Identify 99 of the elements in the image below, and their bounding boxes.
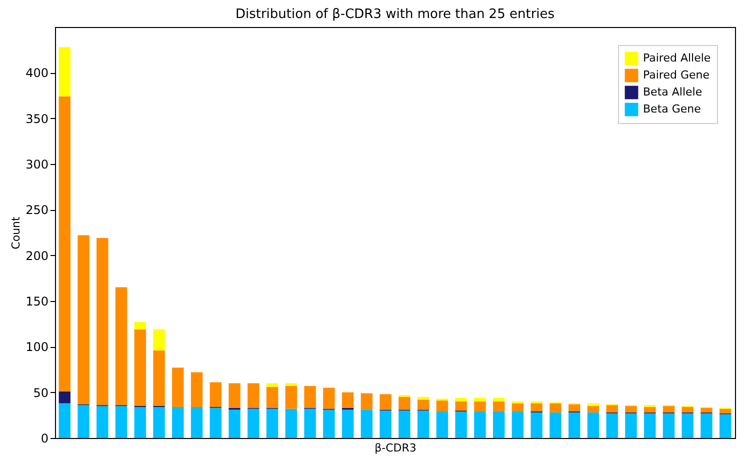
bar [512, 403, 524, 412]
y-tick-label: 50 [33, 386, 48, 400]
bar [248, 408, 260, 438]
bar [342, 392, 354, 408]
bar [606, 413, 618, 438]
bar [380, 410, 392, 438]
bar [210, 408, 222, 438]
bar [323, 388, 335, 409]
y-tick-label: 0 [40, 432, 48, 446]
bar [455, 398, 467, 402]
bar [662, 413, 675, 438]
bar [550, 403, 562, 412]
bar [417, 410, 430, 438]
bar [682, 406, 694, 412]
bar [720, 408, 732, 414]
y-tick-label: 150 [26, 294, 48, 308]
bar [304, 386, 316, 408]
bar [115, 287, 128, 406]
bar [625, 406, 637, 412]
bar [587, 406, 600, 412]
bar [285, 386, 298, 409]
bar [644, 406, 656, 412]
legend-label: Beta Allele [643, 86, 702, 98]
bar [78, 405, 90, 438]
bar [266, 408, 278, 438]
bar [153, 406, 165, 438]
bar [304, 408, 316, 438]
bar [587, 403, 600, 406]
bar [190, 406, 203, 438]
bar [606, 405, 618, 412]
bar [474, 401, 486, 412]
bar [153, 350, 165, 406]
legend-label: Paired Gene [643, 68, 710, 82]
bar [78, 235, 90, 404]
bar [512, 412, 524, 438]
bar [530, 403, 542, 412]
bar [360, 410, 373, 438]
y-tick-label: 100 [26, 340, 48, 354]
y-tick-label: 350 [26, 112, 48, 126]
y-tick-label: 400 [26, 66, 48, 80]
bar [96, 406, 108, 438]
bar [228, 383, 240, 408]
bar [700, 408, 712, 412]
bar [700, 413, 712, 438]
x-axis-title: β-CDR3 [374, 442, 416, 454]
bar [96, 238, 108, 406]
bar [398, 410, 410, 438]
bar [474, 412, 486, 438]
bar [58, 96, 70, 392]
legend-label: Paired Allele [643, 52, 711, 64]
bar [492, 398, 505, 402]
bar [398, 396, 410, 410]
bar [625, 413, 637, 438]
y-tick-label: 300 [26, 158, 48, 172]
bar [492, 401, 505, 412]
bar [682, 413, 694, 438]
bar [228, 410, 240, 438]
bar [342, 410, 354, 438]
y-axis-title: Count [10, 216, 23, 250]
bar [58, 391, 70, 404]
bar [720, 414, 732, 438]
bar [153, 329, 165, 350]
bar [266, 383, 278, 387]
bar [417, 400, 430, 410]
bar [436, 412, 448, 438]
bar [323, 410, 335, 438]
bar [436, 400, 448, 412]
bar [58, 47, 70, 96]
bar [492, 412, 505, 438]
bar [474, 398, 486, 402]
chart-title: Distribution of β-CDR3 with more than 25 entries [235, 7, 555, 22]
bar [360, 393, 373, 410]
bar [455, 401, 467, 411]
bar [115, 406, 128, 438]
bar [134, 406, 146, 438]
bar [248, 383, 260, 408]
bar [550, 412, 562, 438]
bar [172, 368, 184, 407]
bar [380, 394, 392, 410]
bar [644, 413, 656, 438]
bar [210, 382, 222, 407]
bar [587, 412, 600, 438]
bar [190, 372, 203, 407]
bar [568, 412, 580, 438]
bar [285, 408, 298, 438]
bar [285, 383, 298, 386]
bar [662, 406, 675, 412]
bar [134, 329, 146, 406]
y-tick-label: 200 [26, 248, 48, 263]
bar [568, 404, 580, 412]
bar [455, 412, 467, 438]
bar [417, 396, 430, 400]
bar [266, 386, 278, 408]
bar [530, 412, 542, 438]
bar [58, 403, 70, 438]
legend-label: Beta Gene [643, 102, 702, 116]
y-tick-label: 250 [26, 203, 48, 218]
bar [172, 406, 184, 438]
bar [134, 322, 146, 330]
